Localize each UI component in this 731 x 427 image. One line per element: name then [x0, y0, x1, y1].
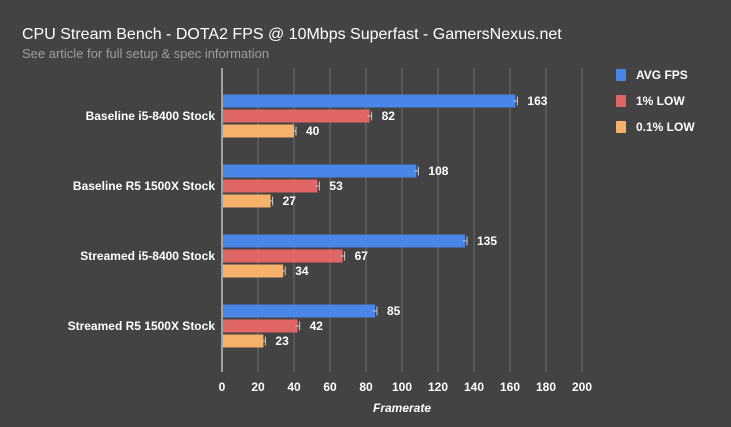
bar	[223, 249, 343, 263]
legend-label: 1% LOW	[636, 94, 685, 108]
bar	[223, 304, 375, 318]
data-label: 67	[355, 249, 369, 263]
data-label: 163	[527, 94, 547, 108]
data-label: 85	[387, 304, 401, 318]
category-label: Baseline R5 1500X Stock	[73, 179, 215, 193]
data-label: 53	[329, 179, 343, 193]
legend-swatch	[616, 69, 626, 81]
x-tick-label: 20	[251, 380, 265, 394]
legend-swatch	[616, 95, 626, 107]
data-label: 27	[283, 194, 297, 208]
category-label: Baseline i5-8400 Stock	[86, 109, 216, 123]
bar	[223, 109, 370, 123]
bar	[223, 319, 298, 333]
bar	[223, 234, 465, 248]
data-label: 23	[275, 334, 289, 348]
x-tick-label: 120	[428, 380, 448, 394]
bar	[223, 94, 516, 108]
legend-label: AVG FPS	[636, 68, 688, 82]
x-tick-label: 60	[323, 380, 337, 394]
chart-title: CPU Stream Bench - DOTA2 FPS @ 10Mbps Su…	[22, 26, 562, 43]
category-label: Streamed R5 1500X Stock	[68, 319, 216, 333]
x-tick-label: 0	[219, 380, 226, 394]
bar	[223, 334, 264, 348]
legend-swatch	[616, 121, 626, 133]
bar	[223, 264, 284, 278]
data-label: 34	[295, 264, 309, 278]
x-tick-label: 180	[536, 380, 556, 394]
chart-subtitle: See article for full setup & spec inform…	[22, 46, 269, 61]
x-tick-label: 200	[572, 380, 592, 394]
data-label: 82	[382, 109, 396, 123]
x-tick-label: 140	[464, 380, 484, 394]
data-label: 108	[428, 164, 448, 178]
x-tick-label: 80	[359, 380, 373, 394]
data-label: 42	[310, 319, 324, 333]
data-label: 135	[477, 234, 497, 248]
data-label: 40	[306, 124, 320, 138]
bar	[223, 179, 318, 193]
bar	[223, 164, 417, 178]
x-tick-label: 40	[287, 380, 301, 394]
bar	[223, 124, 294, 138]
legend-label: 0.1% LOW	[636, 120, 695, 134]
x-tick-label: 160	[500, 380, 520, 394]
x-axis-label: Framerate	[373, 401, 431, 415]
bar	[223, 194, 271, 208]
x-tick-label: 100	[392, 380, 412, 394]
category-label: Streamed i5-8400 Stock	[80, 249, 215, 263]
